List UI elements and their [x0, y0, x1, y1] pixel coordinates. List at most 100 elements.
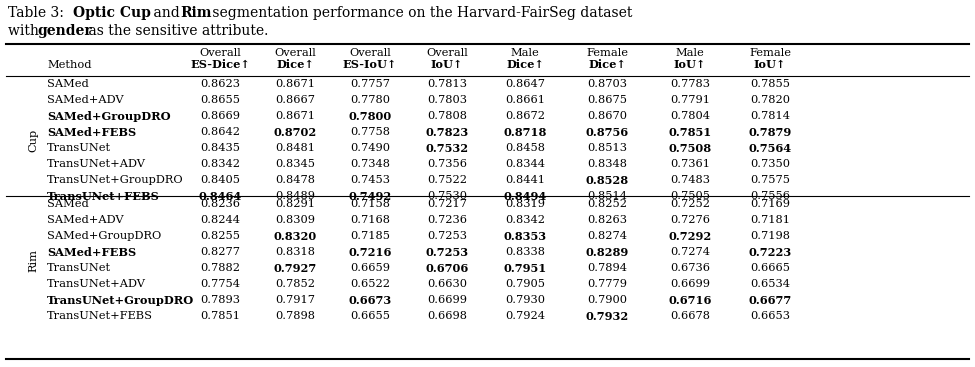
- Text: SAMed: SAMed: [47, 79, 89, 89]
- Text: 0.8338: 0.8338: [505, 247, 545, 257]
- Text: 0.8291: 0.8291: [275, 199, 315, 209]
- Text: 0.7851: 0.7851: [200, 311, 240, 321]
- Text: 0.6736: 0.6736: [670, 263, 710, 273]
- Text: Female: Female: [749, 48, 791, 58]
- Text: Dice↑: Dice↑: [588, 59, 626, 70]
- Text: 0.8478: 0.8478: [275, 175, 315, 185]
- Text: 0.7917: 0.7917: [275, 295, 315, 305]
- Text: 0.6665: 0.6665: [750, 263, 790, 273]
- Text: Rim: Rim: [28, 248, 38, 272]
- Text: 0.7879: 0.7879: [749, 127, 792, 138]
- Text: 0.8236: 0.8236: [200, 199, 240, 209]
- Text: 0.7575: 0.7575: [750, 175, 790, 185]
- Text: 0.8647: 0.8647: [505, 79, 545, 89]
- Text: 0.8320: 0.8320: [273, 230, 317, 241]
- Text: 0.8435: 0.8435: [200, 143, 240, 153]
- Text: 0.6698: 0.6698: [427, 311, 467, 321]
- Text: 0.8441: 0.8441: [505, 175, 545, 185]
- Text: 0.7803: 0.7803: [427, 95, 467, 105]
- Text: 0.7217: 0.7217: [427, 199, 467, 209]
- Text: 0.8756: 0.8756: [585, 127, 629, 138]
- Text: Overall: Overall: [426, 48, 468, 58]
- Text: 0.8464: 0.8464: [198, 190, 242, 201]
- Text: 0.7791: 0.7791: [670, 95, 710, 105]
- Text: 0.8342: 0.8342: [505, 215, 545, 225]
- Text: 0.6673: 0.6673: [348, 294, 392, 305]
- Text: 0.7900: 0.7900: [587, 295, 627, 305]
- Text: 0.7453: 0.7453: [350, 175, 390, 185]
- Text: 0.8344: 0.8344: [505, 159, 545, 169]
- Text: 0.8353: 0.8353: [503, 230, 547, 241]
- Text: 0.7490: 0.7490: [350, 143, 390, 153]
- Text: 0.6659: 0.6659: [350, 263, 390, 273]
- Text: 0.8252: 0.8252: [587, 199, 627, 209]
- Text: 0.8458: 0.8458: [505, 143, 545, 153]
- Text: Female: Female: [586, 48, 628, 58]
- Text: 0.7930: 0.7930: [505, 295, 545, 305]
- Text: 0.8623: 0.8623: [200, 79, 240, 89]
- Text: 0.6716: 0.6716: [668, 294, 712, 305]
- Text: 0.8342: 0.8342: [200, 159, 240, 169]
- Text: TransUNet: TransUNet: [47, 143, 111, 153]
- Text: Optic Cup: Optic Cup: [73, 6, 151, 20]
- Text: gender: gender: [37, 24, 92, 38]
- Text: 0.7927: 0.7927: [273, 262, 317, 273]
- Text: 0.7898: 0.7898: [275, 311, 315, 321]
- Text: IoU↑: IoU↑: [754, 59, 786, 70]
- Text: 0.6706: 0.6706: [425, 262, 469, 273]
- Text: 0.8348: 0.8348: [587, 159, 627, 169]
- Text: 0.7779: 0.7779: [587, 279, 627, 289]
- Text: 0.7556: 0.7556: [750, 191, 790, 201]
- Text: 0.8309: 0.8309: [275, 215, 315, 225]
- Text: 0.7814: 0.7814: [750, 111, 790, 121]
- Text: 0.7800: 0.7800: [348, 110, 392, 121]
- Text: 0.6534: 0.6534: [750, 279, 790, 289]
- Text: SAMed+ADV: SAMed+ADV: [47, 215, 124, 225]
- Text: 0.6677: 0.6677: [749, 294, 792, 305]
- Text: 0.7292: 0.7292: [669, 230, 712, 241]
- Text: 0.7852: 0.7852: [275, 279, 315, 289]
- Text: 0.8263: 0.8263: [587, 215, 627, 225]
- Text: 0.6653: 0.6653: [750, 311, 790, 321]
- Text: Male: Male: [511, 48, 539, 58]
- Text: 0.8514: 0.8514: [587, 191, 627, 201]
- Text: 0.7483: 0.7483: [670, 175, 710, 185]
- Text: 0.7851: 0.7851: [669, 127, 712, 138]
- Text: 0.6522: 0.6522: [350, 279, 390, 289]
- Text: 0.7757: 0.7757: [350, 79, 390, 89]
- Text: 0.7505: 0.7505: [670, 191, 710, 201]
- Text: 0.7522: 0.7522: [427, 175, 467, 185]
- Text: 0.7216: 0.7216: [348, 247, 392, 258]
- Text: Dice↑: Dice↑: [506, 59, 544, 70]
- Text: 0.7236: 0.7236: [427, 215, 467, 225]
- Text: 0.7758: 0.7758: [350, 127, 390, 137]
- Text: 0.8405: 0.8405: [200, 175, 240, 185]
- Text: 0.8667: 0.8667: [275, 95, 315, 105]
- Text: TransUNet+GroupDRO: TransUNet+GroupDRO: [47, 175, 183, 185]
- Text: 0.7951: 0.7951: [503, 262, 547, 273]
- Text: IoU↑: IoU↑: [431, 59, 463, 70]
- Text: 0.7804: 0.7804: [670, 111, 710, 121]
- Text: 0.8671: 0.8671: [275, 111, 315, 121]
- Text: Overall: Overall: [199, 48, 241, 58]
- Text: Method: Method: [47, 60, 92, 70]
- Text: 0.7253: 0.7253: [427, 231, 467, 241]
- Text: IoU↑: IoU↑: [674, 59, 706, 70]
- Text: Overall: Overall: [349, 48, 391, 58]
- Text: Dice↑: Dice↑: [276, 59, 314, 70]
- Text: 0.7348: 0.7348: [350, 159, 390, 169]
- Text: TransUNet+FEBS: TransUNet+FEBS: [47, 190, 160, 201]
- Text: 0.8289: 0.8289: [585, 247, 629, 258]
- Text: Table 3:: Table 3:: [8, 6, 64, 20]
- Text: 0.7783: 0.7783: [670, 79, 710, 89]
- Text: 0.8319: 0.8319: [505, 199, 545, 209]
- Text: as the sensitive attribute.: as the sensitive attribute.: [84, 24, 268, 38]
- Text: 0.7168: 0.7168: [350, 215, 390, 225]
- Text: 0.7808: 0.7808: [427, 111, 467, 121]
- Text: 0.7492: 0.7492: [348, 190, 392, 201]
- Text: 0.8702: 0.8702: [273, 127, 317, 138]
- Text: 0.6678: 0.6678: [670, 311, 710, 321]
- Text: 0.8274: 0.8274: [587, 231, 627, 241]
- Text: 0.8703: 0.8703: [587, 79, 627, 89]
- Text: 0.7350: 0.7350: [750, 159, 790, 169]
